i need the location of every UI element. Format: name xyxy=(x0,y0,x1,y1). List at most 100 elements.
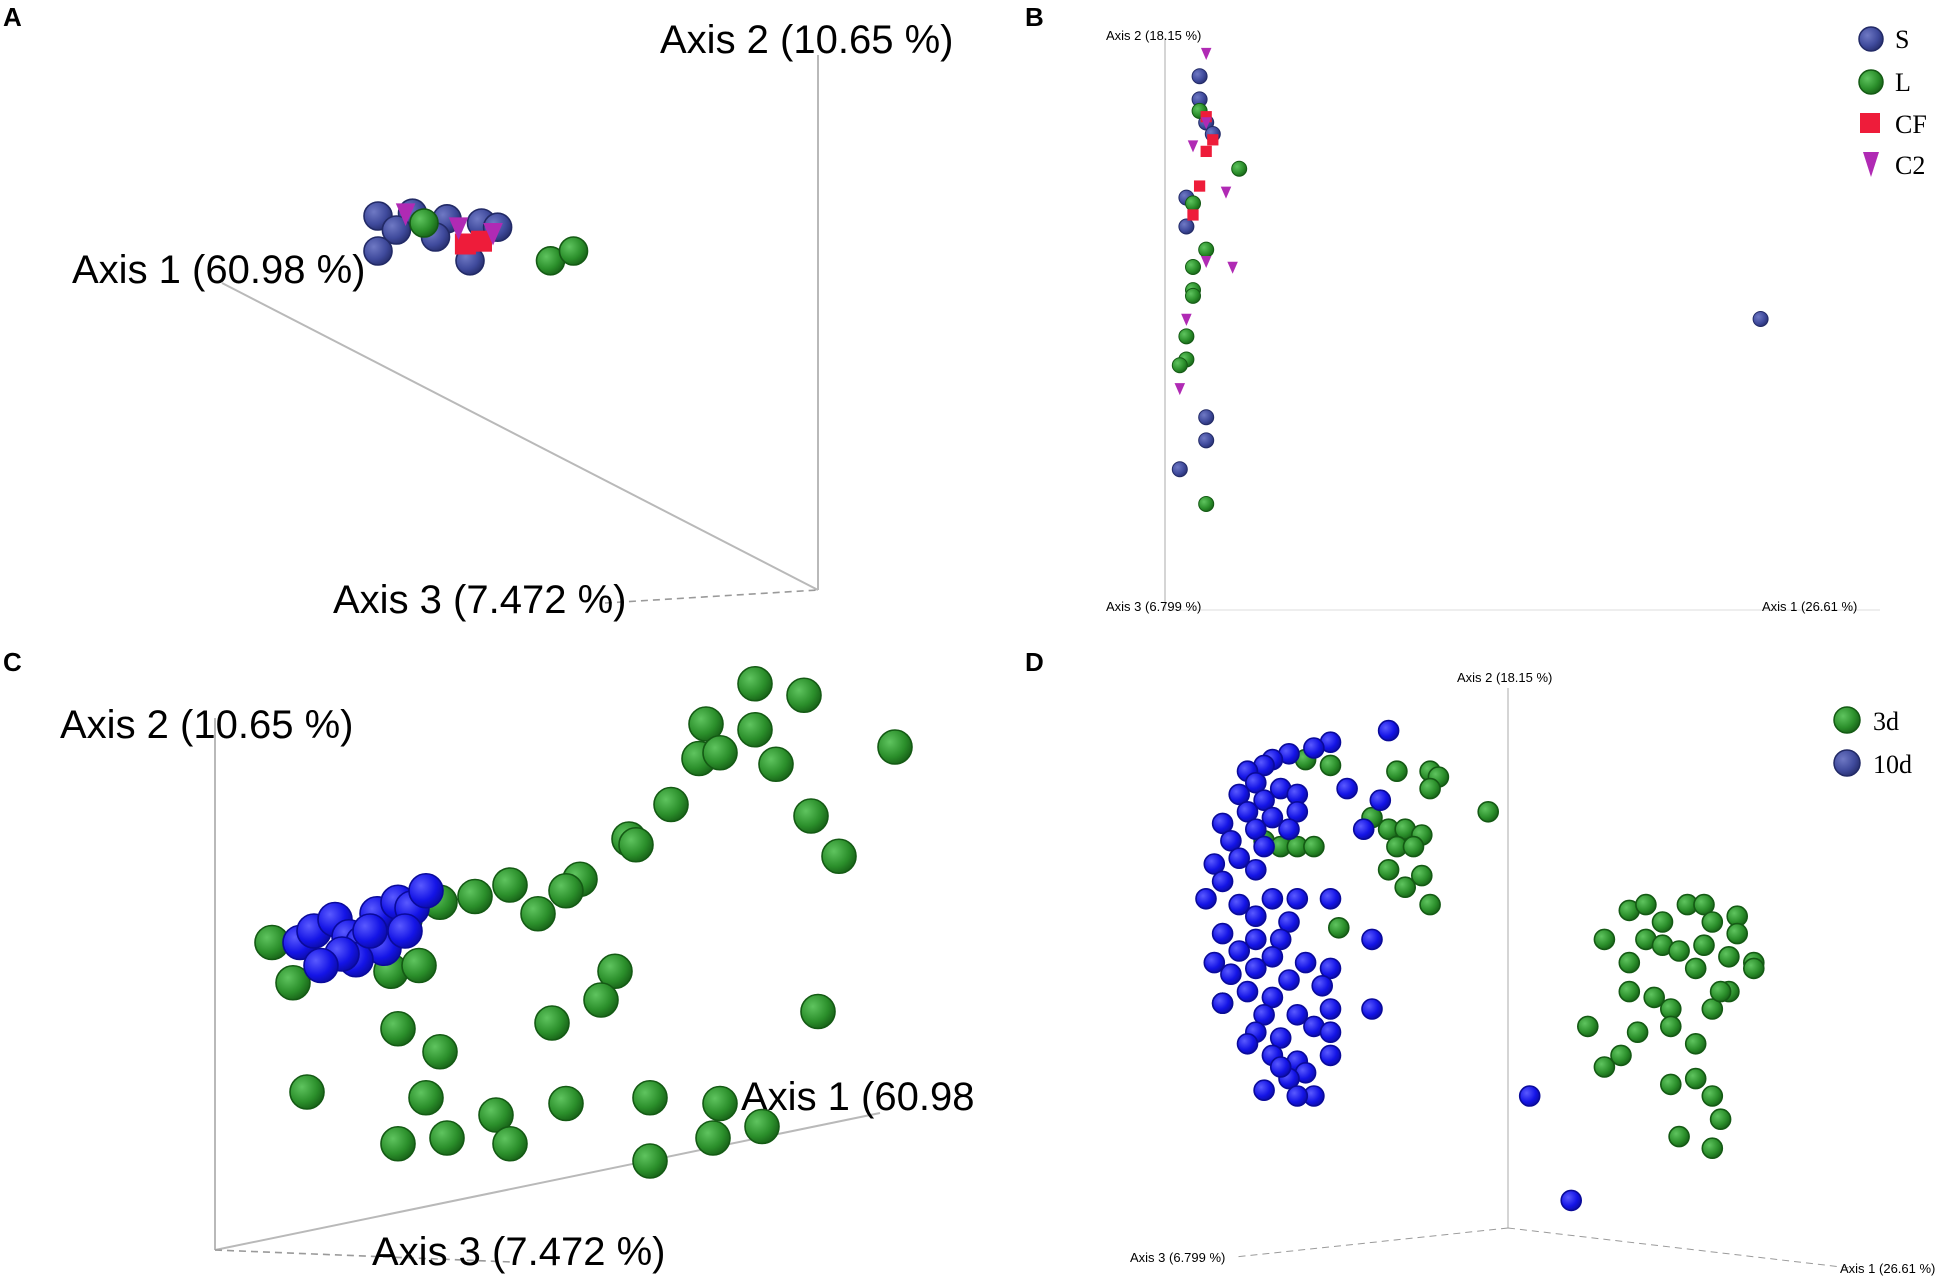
panel-c-group-1-point-11 xyxy=(618,826,654,863)
panel-a-c2-point-2 xyxy=(483,223,503,246)
panel-c-group-1-point-5 xyxy=(702,734,738,771)
panel-a-c2-point-1 xyxy=(448,217,469,240)
panel-d-10d-point-25 xyxy=(1245,858,1267,881)
panel-b-c2-point-3 xyxy=(1220,186,1232,199)
legend-3d-marker xyxy=(1833,706,1861,734)
panel-b-s-point-9 xyxy=(1752,311,1769,327)
legend-c2-label: C2 xyxy=(1895,151,1925,180)
panel-d-3d-point-53 xyxy=(1684,1067,1707,1090)
panel-a-s-point-6 xyxy=(363,236,393,266)
panel-b-axis2-label: Axis 2 (18.15 %) xyxy=(1106,28,1201,43)
panel-c-group-1-point-7 xyxy=(877,729,913,765)
panel-d-10d-point-15 xyxy=(1261,806,1284,829)
panel-c-group-1-point-20 xyxy=(800,993,836,1030)
panel-c-group-1-point-33 xyxy=(744,1108,780,1145)
panel-c-group-1-point-14 xyxy=(275,964,311,1001)
panel-d-10d-point-48 xyxy=(1261,986,1284,1009)
legend-10d-label: 10d xyxy=(1873,750,1912,779)
panel-b-axes xyxy=(1164,38,1880,611)
panel-d-10d-point-44 xyxy=(1361,928,1383,951)
panel-c-group-1-point-37 xyxy=(520,895,556,932)
panel-b-l-point-9 xyxy=(1171,357,1188,374)
panel-d-10d-point-68 xyxy=(1518,1085,1541,1107)
panel-d-10d-point-21 xyxy=(1253,835,1275,858)
panel-c-group-1-point-23 xyxy=(289,1074,325,1110)
panel-d-10d-point-38 xyxy=(1261,945,1284,968)
panel-d-10d-point-13 xyxy=(1369,789,1392,812)
panel-b-c2-point-1 xyxy=(1187,140,1199,153)
panel-d-10d-point-23 xyxy=(1228,847,1250,870)
panel-c-group-1-point-29 xyxy=(492,1125,528,1162)
panel-c-group-1-point-25 xyxy=(478,1097,514,1133)
panel-b-axis3-label: Axis 3 (6.799 %) xyxy=(1106,599,1201,614)
legend-cf-marker xyxy=(1860,113,1880,133)
panel-d-3d-point-50 xyxy=(1684,1033,1707,1055)
panel-d-3d-point-46 xyxy=(1709,980,1732,1003)
panel-b-c2-point-6 xyxy=(1181,313,1192,326)
panel-b-cf-point-0 xyxy=(1200,111,1212,123)
panel-d-10d-point-43 xyxy=(1319,957,1342,980)
panel-b-l-point-7 xyxy=(1178,328,1195,345)
panel-c-group-1-point-38 xyxy=(492,867,528,903)
panel-b-s-point-0 xyxy=(1191,68,1208,85)
panel-d-10d-point-35 xyxy=(1245,928,1267,951)
panel-d-3d-point-24 xyxy=(1635,893,1657,916)
panel-label-b: B xyxy=(1025,2,1044,32)
panel-label-d: D xyxy=(1025,647,1044,677)
panel-d-3d-point-52 xyxy=(1593,1056,1616,1078)
panel-d-10d-point-53 xyxy=(1361,998,1383,1020)
panel-c-group-1-point-17 xyxy=(597,953,633,990)
panel-d-10d-point-55 xyxy=(1269,1027,1292,1049)
panel-d-3d-point-2 xyxy=(1386,760,1408,783)
panel-d-3d-point-31 xyxy=(1593,928,1616,951)
panel-c-group-1-point-16 xyxy=(401,947,437,984)
panel-b-cf-point-3 xyxy=(1193,180,1206,192)
panel-d-10d-point-10 xyxy=(1253,789,1275,812)
panel-d-10d-point-24 xyxy=(1203,853,1226,875)
panel-d-3d-point-30 xyxy=(1726,922,1748,945)
panel-c-group-1-point-6 xyxy=(758,746,794,783)
panel-a-l-point-1 xyxy=(558,236,589,266)
panel-d-10d-point-66 xyxy=(1286,1085,1309,1107)
panel-d-10d-point-69 xyxy=(1560,1189,1582,1212)
legend-s-marker xyxy=(1858,26,1884,52)
panel-d-3d-point-58 xyxy=(1701,1137,1724,1159)
panel-c-group-1-point-9 xyxy=(793,798,829,834)
panel-d-3d-point-36 xyxy=(1718,945,1740,968)
panel-d-10d-point-22 xyxy=(1352,818,1375,841)
panel-b-l-point-6 xyxy=(1185,287,1201,304)
panel-d-3d-point-18 xyxy=(1411,864,1433,887)
panel-d-3d-point-48 xyxy=(1626,1021,1649,1043)
panel-d-3d-point-35 xyxy=(1693,934,1715,957)
panel-d-10d-point-16 xyxy=(1286,800,1309,823)
panel-c-group-2-point-8 xyxy=(408,872,444,909)
panel-d-3d-point-57 xyxy=(1668,1125,1690,1148)
panel-a-axis3-label: Axis 3 (7.472 %) xyxy=(333,578,626,622)
panel-c-group-1-point-36 xyxy=(548,872,584,909)
panel-d-3d-point-51 xyxy=(1610,1044,1632,1067)
panel-c-group-1-point-39 xyxy=(457,878,493,915)
panel-d-3d-point-39 xyxy=(1684,957,1707,980)
panel-b-legend: S L CF C2 xyxy=(1858,25,1927,180)
panel-a-axis2-label: Axis 2 (10.65 %) xyxy=(660,18,953,62)
panel-c-group-1-point-2 xyxy=(688,706,724,742)
panel-d-10d-point-50 xyxy=(1253,1003,1275,1026)
panel-c-axes xyxy=(214,718,881,1263)
panel-b-cf-point-1 xyxy=(1207,134,1219,146)
panel-c-group-1-point-21 xyxy=(380,1010,416,1047)
panel-d-3d-point-42 xyxy=(1643,986,1665,1009)
panel-d-3d-point-5 xyxy=(1419,777,1441,800)
panel-d-3d-point-38 xyxy=(1618,951,1641,974)
panel-d-3d-point-47 xyxy=(1577,1015,1599,1038)
panel-d-3d-point-6 xyxy=(1477,800,1499,823)
panel-d-10d-point-58 xyxy=(1236,1033,1259,1055)
panel-d-3d-point-34 xyxy=(1668,940,1690,962)
legend-cf-label: CF xyxy=(1895,110,1927,139)
panel-d-10d-point-26 xyxy=(1211,870,1234,893)
panel-a-c2-point-0 xyxy=(395,203,416,226)
panel-c-group-1-point-3 xyxy=(737,711,773,748)
panel-d-10d-point-12 xyxy=(1336,777,1358,800)
panel-d-10d-point-47 xyxy=(1236,980,1259,1003)
panel-d-10d-point-39 xyxy=(1203,951,1226,974)
